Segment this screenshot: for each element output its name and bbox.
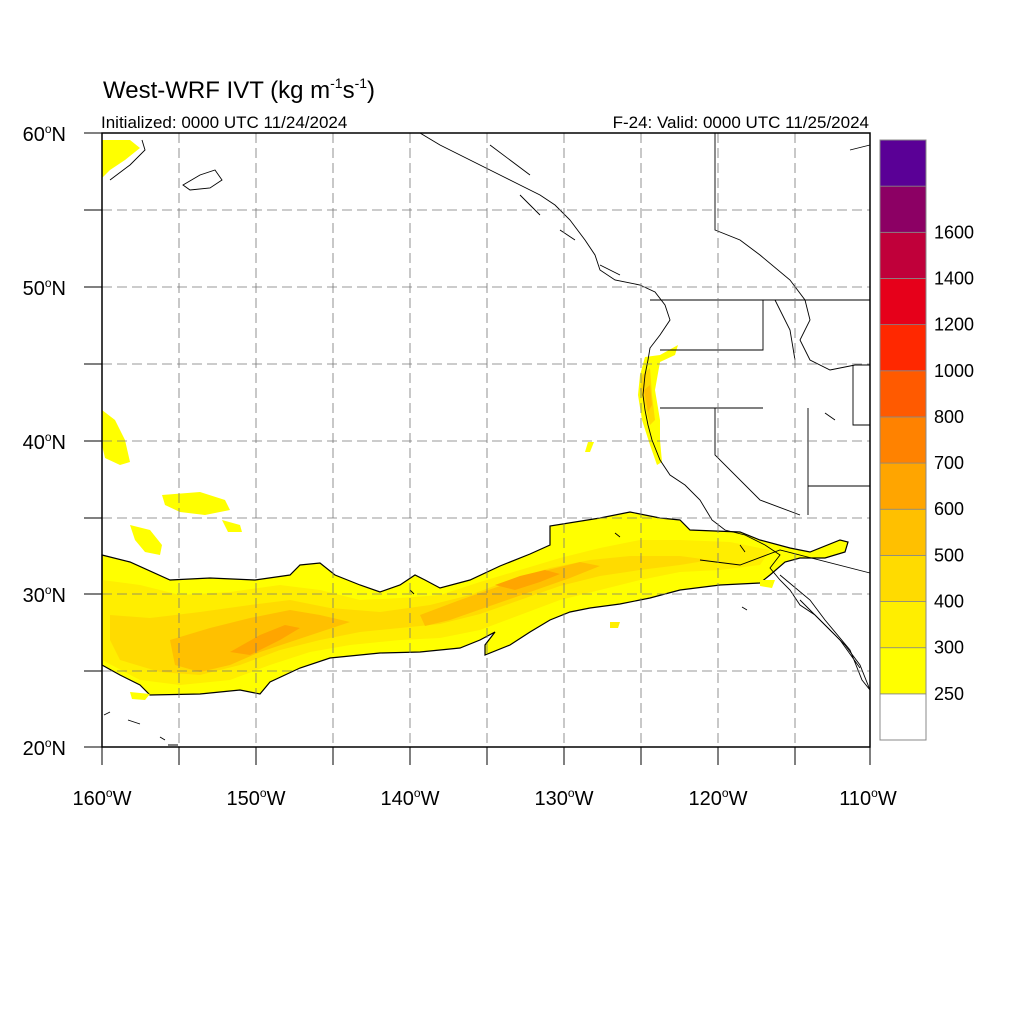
lon-label: 110oW xyxy=(839,786,897,810)
colorbar-label: 1200 xyxy=(934,315,974,335)
map-title: West-WRF IVT (kg m-1s-1) xyxy=(103,75,375,104)
colorbar-label: 700 xyxy=(934,453,964,473)
colorbar-swatch xyxy=(879,370,927,418)
colorbar-label: 600 xyxy=(934,499,964,519)
lat-label: 20oN xyxy=(23,736,66,760)
colorbar-swatch xyxy=(879,601,927,649)
lon-label: 120oW xyxy=(689,786,748,810)
colorbar-label: 1000 xyxy=(934,361,974,381)
initialized-label: Initialized: 0000 UTC 11/24/2024 xyxy=(101,113,347,132)
longitude-labels: 160oW 150oW 140oW 130oW 120oW 110oW xyxy=(73,786,897,810)
colorbar-swatch xyxy=(879,139,927,187)
lat-label: 60oN xyxy=(23,122,66,146)
colorbar-swatch xyxy=(879,462,927,510)
colorbar-label: 300 xyxy=(934,638,964,658)
colorbar-swatch xyxy=(879,693,927,741)
lon-label: 130oW xyxy=(535,786,594,810)
lon-label: 140oW xyxy=(381,786,440,810)
ivt-colorbar: 250 300 400 500 600 700 800 1000 1200 1400 1600 xyxy=(879,139,974,741)
axis-ticks xyxy=(84,132,871,765)
colorbar-label: 250 xyxy=(934,684,964,704)
colorbar-label: 800 xyxy=(934,407,964,427)
colorbar-label: 1600 xyxy=(934,222,974,242)
colorbar-label: 1400 xyxy=(934,268,974,288)
lat-label: 30oN xyxy=(23,583,66,607)
latitude-labels: 60oN 50oN 40oN 30oN 20oN xyxy=(23,122,66,760)
colorbar-swatch xyxy=(879,416,927,464)
colorbar-label: 500 xyxy=(934,545,964,565)
valid-label: F-24: Valid: 0000 UTC 11/25/2024 xyxy=(613,113,869,132)
lon-label: 160oW xyxy=(73,786,132,810)
coastlines-borders xyxy=(103,132,871,746)
colorbar-swatch xyxy=(879,185,927,233)
colorbar-label: 400 xyxy=(934,592,964,612)
lon-label: 150oW xyxy=(227,786,286,810)
colorbar-swatch xyxy=(879,647,927,695)
graticule xyxy=(102,133,870,747)
lat-label: 40oN xyxy=(23,430,66,454)
colorbar-frame xyxy=(879,139,927,741)
colorbar-swatch xyxy=(879,278,927,326)
colorbar-swatch xyxy=(879,231,927,279)
colorbar-swatch xyxy=(879,508,927,556)
lat-label: 50oN xyxy=(23,276,66,300)
colorbar-swatch xyxy=(879,324,927,372)
map-panel xyxy=(84,132,871,765)
colorbar-swatch xyxy=(879,554,927,602)
